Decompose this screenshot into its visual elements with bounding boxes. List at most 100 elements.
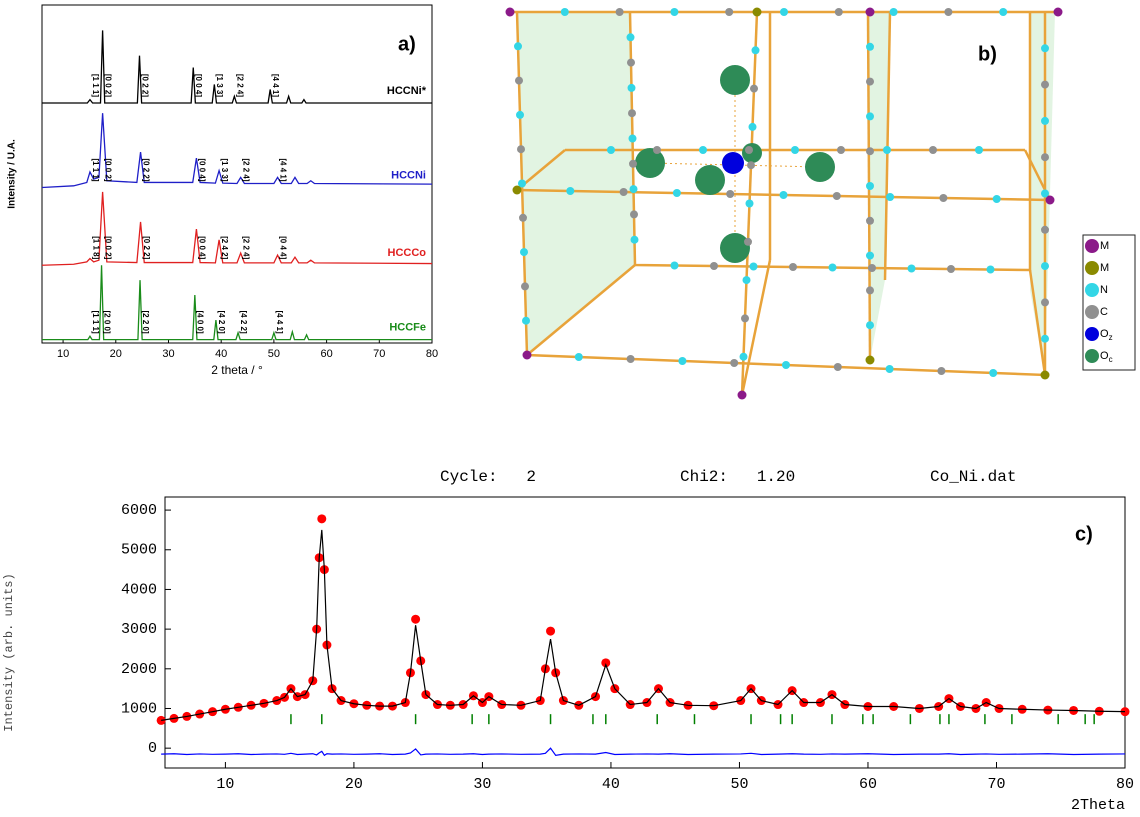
peak-label: [2 2 4] — [235, 74, 244, 97]
atom — [629, 185, 638, 194]
peak-label: [1 1 8] — [91, 236, 100, 259]
atom — [975, 146, 983, 154]
profile-line — [161, 529, 1126, 721]
atom — [720, 233, 750, 263]
atom — [1053, 7, 1063, 17]
legend-label: N — [1100, 284, 1108, 296]
x-tick-label: 40 — [215, 348, 227, 360]
atom — [1041, 189, 1049, 198]
atom — [744, 237, 752, 246]
peak-label: [4 2 0] — [217, 310, 226, 333]
atom — [1041, 153, 1049, 162]
atom — [749, 262, 758, 271]
peak-label: [4 4 1] — [278, 158, 287, 181]
atom — [516, 110, 524, 119]
xrd-pattern — [42, 30, 432, 104]
peak-label: [2 2 4] — [242, 236, 251, 259]
peak-label: [4 4 1] — [271, 74, 280, 97]
atom — [986, 265, 995, 274]
atom — [791, 146, 799, 154]
x-tick-label: 50 — [268, 348, 280, 360]
panel-label: b) — [978, 43, 997, 65]
peak-label: [4 4 1] — [275, 310, 284, 333]
x-tick-label: 10 — [216, 776, 234, 793]
atom — [782, 361, 790, 369]
atom — [889, 8, 898, 16]
atom — [832, 192, 841, 200]
peak-label: [0 0 4] — [197, 236, 206, 259]
atom — [626, 355, 635, 363]
atom — [615, 8, 624, 16]
atom — [789, 263, 797, 271]
legend-subscript: c — [1109, 355, 1113, 364]
atom — [866, 42, 874, 51]
atom — [866, 321, 874, 330]
observed-point — [411, 614, 421, 624]
atom — [837, 146, 845, 154]
atom — [628, 134, 637, 143]
atom — [514, 42, 522, 51]
atom — [1045, 195, 1055, 205]
atom — [560, 8, 569, 16]
legend-label: M — [1100, 240, 1109, 252]
atom — [745, 199, 754, 208]
peak-label: [1 3 3] — [220, 158, 229, 181]
atom — [883, 146, 891, 154]
legend-symbol: O — [1100, 328, 1109, 340]
atom — [742, 276, 751, 285]
atom — [630, 235, 639, 244]
atom — [520, 248, 528, 257]
atom — [737, 390, 747, 400]
atom — [522, 316, 530, 325]
y-tick-label: 2000 — [121, 661, 157, 678]
atom — [519, 213, 527, 222]
atom — [670, 261, 679, 270]
atom — [739, 352, 748, 361]
atom — [628, 109, 636, 118]
atom — [627, 83, 636, 92]
edge — [883, 11, 892, 281]
x-tick-label: 50 — [730, 776, 748, 793]
atom — [518, 179, 526, 188]
xrd-pattern — [41, 113, 433, 189]
atom — [619, 188, 628, 196]
x-tick-label: 20 — [110, 348, 122, 360]
peak-label: [1 3 3] — [215, 74, 224, 97]
series-label: HCCCo — [388, 247, 427, 259]
atom — [886, 193, 895, 201]
atom — [745, 146, 753, 154]
peak-label: [2 0 0] — [102, 310, 111, 333]
peak-label: [0 2 2] — [141, 158, 150, 181]
y-tick-label: 0 — [148, 740, 157, 757]
atom — [670, 8, 679, 16]
legend-label: Oz — [1100, 328, 1113, 342]
atom — [566, 187, 575, 195]
legend-symbol: M — [1100, 262, 1109, 274]
panel-label: a) — [398, 33, 416, 55]
atom — [1041, 80, 1049, 89]
plot-frame — [164, 496, 1126, 769]
atom — [999, 8, 1008, 16]
atom — [780, 8, 788, 16]
atom — [929, 146, 937, 154]
atom — [730, 359, 739, 367]
atom — [725, 8, 734, 16]
atom — [866, 286, 874, 295]
atom — [574, 353, 583, 361]
edge — [628, 11, 1032, 272]
x-tick-label: 80 — [426, 348, 438, 360]
x-axis-label: 2Theta — [1071, 797, 1125, 814]
atom — [866, 147, 874, 156]
peak-label: [0 0 2] — [103, 158, 112, 181]
panel-label: c) — [1075, 523, 1093, 545]
atom — [672, 189, 681, 197]
peak-label: [0 0 2] — [103, 236, 112, 259]
legend-marker — [1085, 349, 1099, 363]
legend-marker — [1085, 283, 1099, 297]
atom — [907, 264, 916, 273]
peak-label: [4 2 2] — [239, 310, 248, 333]
peak-label: [1 1 1] — [91, 158, 100, 181]
series-label: HCCFe — [389, 322, 426, 334]
atom — [722, 152, 744, 174]
